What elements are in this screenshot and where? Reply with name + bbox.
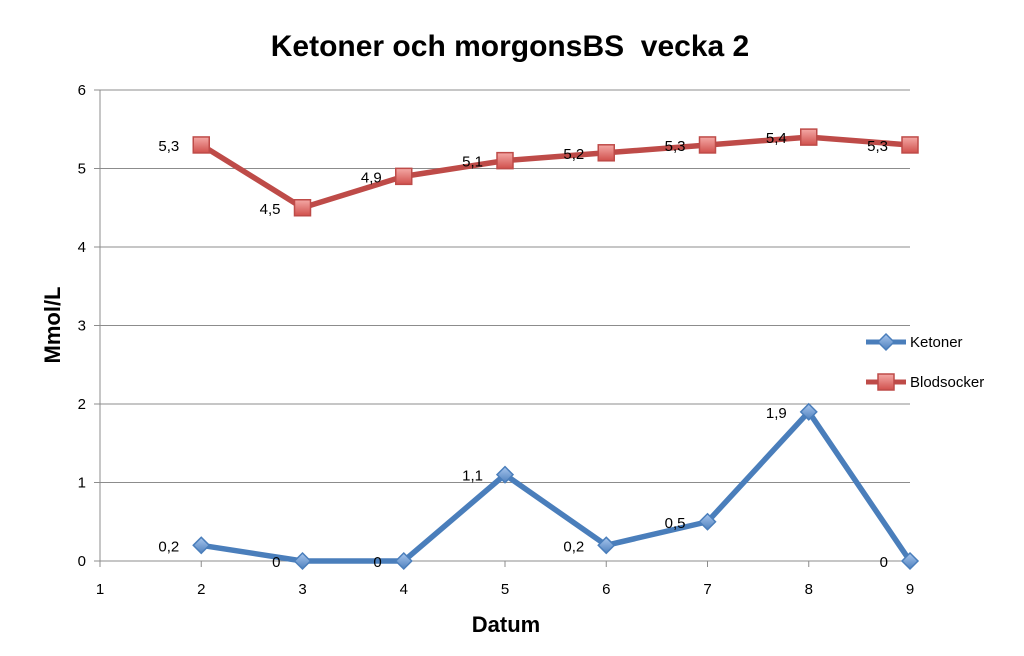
data-label: 4,5 bbox=[260, 201, 281, 218]
data-point bbox=[901, 136, 919, 154]
x-tick-label: 9 bbox=[906, 581, 914, 598]
legend-item-blodsocker: Blodsocker bbox=[866, 373, 984, 391]
y-tick-label: 1 bbox=[78, 475, 86, 492]
data-point bbox=[799, 402, 818, 421]
y-tick-labels: 0 1 2 3 4 5 6 bbox=[78, 82, 86, 570]
axes bbox=[94, 89, 911, 567]
data-point bbox=[800, 128, 818, 146]
data-label: 5,3 bbox=[665, 138, 686, 155]
data-point bbox=[192, 136, 210, 154]
data-point bbox=[597, 536, 616, 555]
data-label: 0 bbox=[373, 554, 381, 571]
data-label: 5,1 bbox=[462, 154, 483, 171]
legend-label: Blodsocker bbox=[910, 374, 984, 391]
series-line bbox=[198, 134, 913, 211]
data-labels: 0,2 0 0 1,1 0,2 0,5 1,9 0 5,3 4,5 4,9 5,1 5,2 5,3 5,4 5… bbox=[158, 130, 888, 571]
chart-title: Ketoner och morgonsBS vecka 2 bbox=[271, 30, 749, 63]
x-tick-labels: 1 2 3 4 5 6 7 8 9 bbox=[96, 581, 914, 598]
series-ketoner bbox=[192, 402, 920, 571]
data-point bbox=[495, 465, 515, 484]
data-label: 5,4 bbox=[766, 130, 787, 147]
data-point bbox=[698, 512, 717, 531]
data-label: 4,9 bbox=[361, 169, 382, 186]
x-tick-label: 7 bbox=[703, 581, 711, 598]
x-tick-label: 8 bbox=[805, 581, 813, 598]
legend: Ketoner Blodsocker bbox=[866, 332, 984, 391]
y-axis-label: Mmol/L bbox=[40, 287, 65, 364]
x-tick-label: 4 bbox=[400, 581, 408, 598]
data-label: 5,3 bbox=[867, 138, 888, 155]
data-point bbox=[395, 167, 413, 186]
data-point bbox=[597, 144, 615, 162]
data-point bbox=[698, 136, 717, 154]
x-tick-label: 6 bbox=[602, 581, 610, 598]
y-tick-label: 6 bbox=[78, 82, 86, 99]
x-axis-label: Datum bbox=[472, 612, 540, 637]
data-label: 5,2 bbox=[563, 146, 584, 163]
y-tick-label: 2 bbox=[78, 396, 86, 413]
series-blodsocker bbox=[192, 128, 919, 217]
y-tick-label: 0 bbox=[78, 553, 86, 570]
y-tick-label: 5 bbox=[78, 161, 86, 178]
x-tick-label: 5 bbox=[501, 581, 509, 598]
legend-label: Ketoner bbox=[910, 334, 963, 351]
x-tick-label: 2 bbox=[197, 581, 205, 598]
data-point bbox=[293, 551, 312, 571]
series-layer bbox=[192, 128, 920, 571]
data-point bbox=[900, 551, 920, 571]
data-point bbox=[293, 199, 312, 217]
legend-marker bbox=[877, 373, 895, 391]
data-label: 0,2 bbox=[158, 538, 179, 555]
data-label: 1,9 bbox=[766, 405, 787, 422]
y-tick-label: 3 bbox=[78, 318, 86, 335]
y-tick-label: 4 bbox=[78, 239, 86, 256]
data-point bbox=[394, 551, 413, 571]
data-label: 0 bbox=[272, 554, 280, 571]
x-tick-label: 3 bbox=[298, 581, 306, 598]
legend-marker bbox=[876, 332, 896, 352]
data-label: 1,1 bbox=[462, 468, 483, 485]
data-label: 0,5 bbox=[665, 515, 686, 532]
series-line bbox=[198, 409, 913, 564]
data-point bbox=[496, 151, 514, 170]
data-label: 0 bbox=[880, 554, 888, 571]
legend-item-ketoner: Ketoner bbox=[866, 332, 963, 352]
grid bbox=[100, 89, 910, 483]
data-point bbox=[192, 536, 211, 555]
data-label: 0,2 bbox=[563, 538, 584, 555]
x-tick-label: 1 bbox=[96, 581, 104, 598]
data-label: 5,3 bbox=[158, 138, 179, 155]
